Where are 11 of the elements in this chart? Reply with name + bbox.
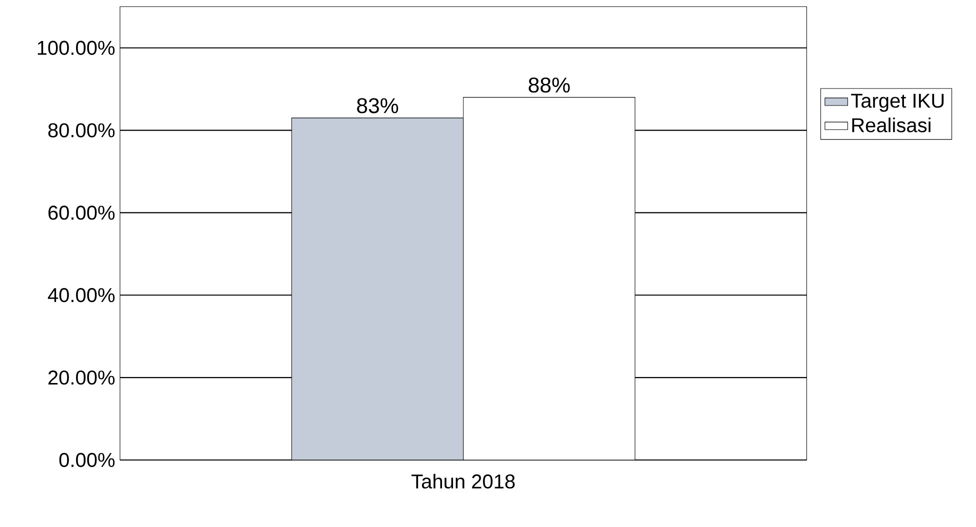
y-tick-label: 60.00% xyxy=(48,206,115,220)
y-tick-label: 20.00% xyxy=(48,370,115,385)
legend-label: Realisasi xyxy=(852,118,930,132)
y-tick-label: 0.00% xyxy=(59,453,115,468)
y-tick-label: 80.00% xyxy=(48,123,115,138)
legend-label: Target IKU xyxy=(851,94,944,112)
data-label: 88% xyxy=(528,78,570,93)
data-label: 83% xyxy=(357,98,398,114)
x-axis-title: Tahun 2018 xyxy=(412,474,515,489)
y-tick-label: 40.00% xyxy=(48,288,115,302)
y-tick-label: 100.00% xyxy=(38,40,115,56)
